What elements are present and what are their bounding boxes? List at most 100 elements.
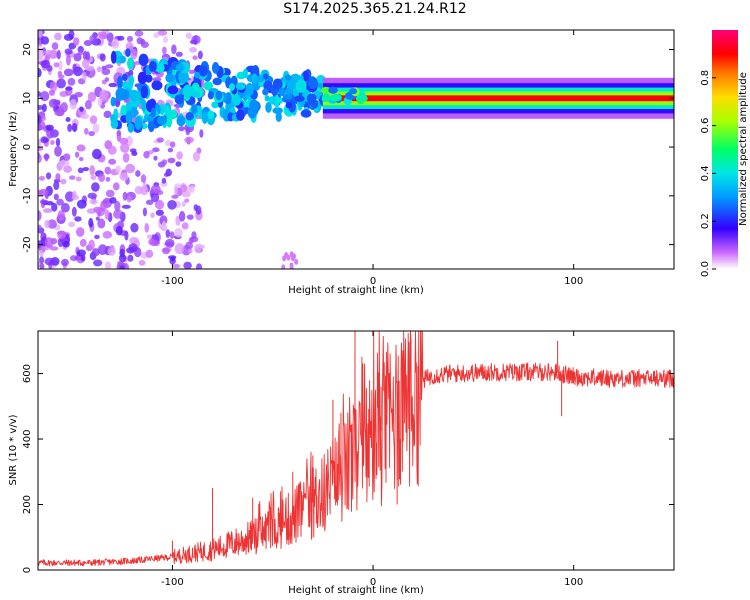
spectrogram-band-blob [191, 91, 201, 98]
spectrogram-noise-blob [163, 36, 169, 44]
spectrogram-band-blob [121, 73, 128, 82]
spectrogram-noise-blob [90, 175, 97, 180]
spectrogram-band-blob [265, 101, 272, 113]
spectrogram-noise-blob [44, 153, 49, 162]
spectrogram-noise-blob [63, 68, 74, 77]
spectrogram-noise-blob [114, 200, 121, 212]
spectrogram-noise-blob [49, 81, 58, 92]
spectrogram-noise-blob [97, 218, 106, 229]
spectrogram-noise-blob [74, 151, 80, 158]
snr-y-axis: 0 200 400 600 [22, 364, 674, 573]
spectrogram-noise-blob [153, 32, 160, 39]
x-tick-label: 100 [564, 276, 583, 287]
spectrogram-noise-blob [87, 91, 97, 103]
spectrogram-noise-blob [172, 263, 181, 269]
spectrogram-noise-blob [128, 243, 138, 252]
spectrogram-noise-blob [289, 251, 294, 258]
spectrogram-band-blob [165, 73, 175, 83]
spectrogram-noise-blob [127, 254, 134, 262]
spectrogram-noise-blob [105, 189, 115, 198]
spectrogram-band-blob [201, 111, 208, 124]
spectrogram-noise-blob [55, 173, 61, 181]
colorbar-label: Normalized spectral amplitude [738, 72, 749, 226]
spectrogram-noise-blob [150, 212, 155, 218]
spectrogram-noise-blob [60, 202, 70, 213]
spectrogram-noise-blob [161, 220, 167, 231]
spectrogram-noise-blob [50, 139, 55, 146]
spectrogram-noise-blob [170, 256, 176, 262]
spectrogram-noise-blob [62, 241, 70, 248]
spectrogram-noise-blob [97, 97, 103, 107]
spectrogram-band-blob [215, 90, 223, 101]
spectrogram-noise-blob [61, 258, 69, 267]
spectrogram-band-blob [282, 93, 293, 100]
spectrogram-noise-blob [152, 77, 162, 82]
spectrogram-noise-blob [49, 246, 59, 251]
spectrogram-noise-blob [125, 163, 136, 174]
spectrogram-noise-blob [67, 123, 73, 132]
spectrogram-noise-blob [113, 182, 120, 191]
spectrogram-noise-blob [56, 78, 66, 89]
spectrogram-band-blob [262, 73, 269, 80]
spectrogram-band-blob [203, 81, 213, 91]
spectrogram-noise-blob [77, 167, 84, 174]
spectrogram-noise-blob [39, 263, 45, 269]
spectrogram-noise-blob [105, 64, 114, 69]
spectrogram-band-blob [155, 62, 165, 74]
spectrogram-noise-blob [185, 126, 191, 136]
y-tick-label: 400 [22, 429, 33, 448]
spectrogram-noise-blob [56, 198, 64, 206]
spectrogram-noise-blob [42, 137, 50, 143]
spectrogram-noise-blob [91, 182, 100, 192]
spectrogram-noise-blob [194, 244, 202, 254]
spectrogram-noise-blob [53, 193, 59, 201]
colorbar-tick-label: 0.0 [700, 261, 711, 277]
spectrogram-band-blob [178, 72, 190, 84]
spectrogram-noise-blob [93, 259, 103, 267]
spectrogram-noise-blob [75, 227, 85, 237]
spectrogram-noise-blob [193, 204, 198, 211]
spectrogram-band-blob [242, 68, 248, 79]
spectrogram-noise-blob [186, 214, 194, 220]
spectrogram-noise-blob [148, 238, 156, 246]
spectrogram-noise-blob [180, 184, 188, 193]
spectrogram-noise-blob [119, 172, 129, 181]
spectrogram-noise-blob [68, 221, 76, 228]
spectrogram-band-blob [118, 55, 127, 64]
spectrogram-transition-blob [330, 93, 342, 102]
spectrogram-band-blob [125, 110, 133, 124]
spectrogram-noise-blob [38, 146, 44, 152]
spectrogram-band-blob [148, 60, 157, 72]
spectrogram-noise-blob [46, 128, 55, 139]
spectrogram-noise-blob [126, 35, 134, 43]
spectrogram-noise-blob [91, 248, 100, 257]
spectrogram-noise-blob [44, 49, 54, 56]
spectrogram-noise-blob [92, 123, 100, 134]
spectrogram-noise-blob [47, 219, 57, 229]
spectrogram-noise-blob [82, 166, 90, 172]
snr-x-axis: -100 0 100 [161, 331, 583, 588]
spectrogram-noise-blob [122, 152, 130, 163]
spectrogram-band-blob [127, 81, 133, 90]
spectrogram-band-blob [147, 115, 154, 122]
spectrogram-noise-blob [130, 48, 138, 60]
spectrogram-tone-layer [322, 95, 674, 102]
spectrogram-noise-blob [103, 110, 112, 119]
spectrogram-noise-blob [38, 153, 42, 164]
spectrogram-noise-blob [188, 69, 195, 75]
spectrogram-noise-blob [63, 165, 72, 173]
spectrogram-noise-blob [38, 114, 42, 125]
spectrogram-noise-blob [126, 195, 132, 203]
spectrogram-noise-blob [39, 249, 44, 257]
spectrogram-noise-blob [76, 144, 86, 152]
spectrogram-noise-blob [54, 109, 65, 117]
spectrogram-noise-blob [96, 66, 102, 73]
colorbar-gradient [712, 30, 738, 269]
spectrogram-noise-blob [79, 238, 87, 247]
spectrogram-noise-blob [164, 238, 175, 249]
snr-panel: -100 0 100 0 200 400 600 Height of straight l… [8, 330, 675, 596]
spectrogram-transition-blob [328, 86, 338, 94]
spectrogram-noise-blob [134, 30, 144, 37]
spectrogram-noise-blob [56, 49, 61, 60]
